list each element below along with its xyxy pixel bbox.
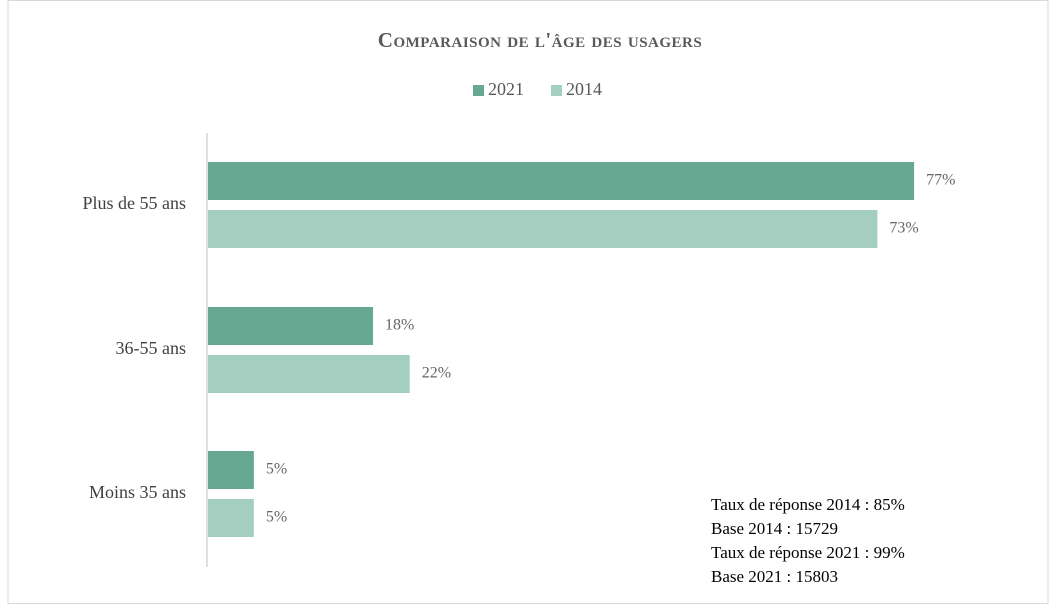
- bar: [208, 355, 410, 393]
- y-tick-label: 36-55 ans: [116, 338, 187, 358]
- legend-swatch: [551, 85, 562, 96]
- bar: [208, 307, 374, 345]
- annotation: Taux de réponse 2021 : 99%: [711, 543, 905, 562]
- bar: [208, 210, 878, 248]
- legend-swatch: [473, 85, 484, 96]
- y-tick-label: Moins 35 ans: [89, 482, 186, 502]
- data-label: 73%: [889, 220, 918, 237]
- legend-label: 2021: [488, 79, 524, 99]
- y-tick-label: Plus de 55 ans: [83, 193, 187, 213]
- chart-title: Comparaison de l'âge des usagers: [378, 28, 702, 52]
- bar: [208, 162, 915, 200]
- data-label: 22%: [422, 365, 451, 382]
- bar: [208, 451, 254, 489]
- annotation: Base 2014 : 15729: [711, 519, 838, 538]
- data-label: 77%: [926, 172, 955, 189]
- annotation: Taux de réponse 2014 : 85%: [711, 495, 905, 514]
- legend-label: 2014: [566, 79, 602, 99]
- bar: [208, 499, 254, 537]
- data-label: 5%: [266, 461, 287, 478]
- data-label: 5%: [266, 509, 287, 526]
- annotation: Base 2021 : 15803: [711, 567, 838, 586]
- data-label: 18%: [385, 317, 414, 334]
